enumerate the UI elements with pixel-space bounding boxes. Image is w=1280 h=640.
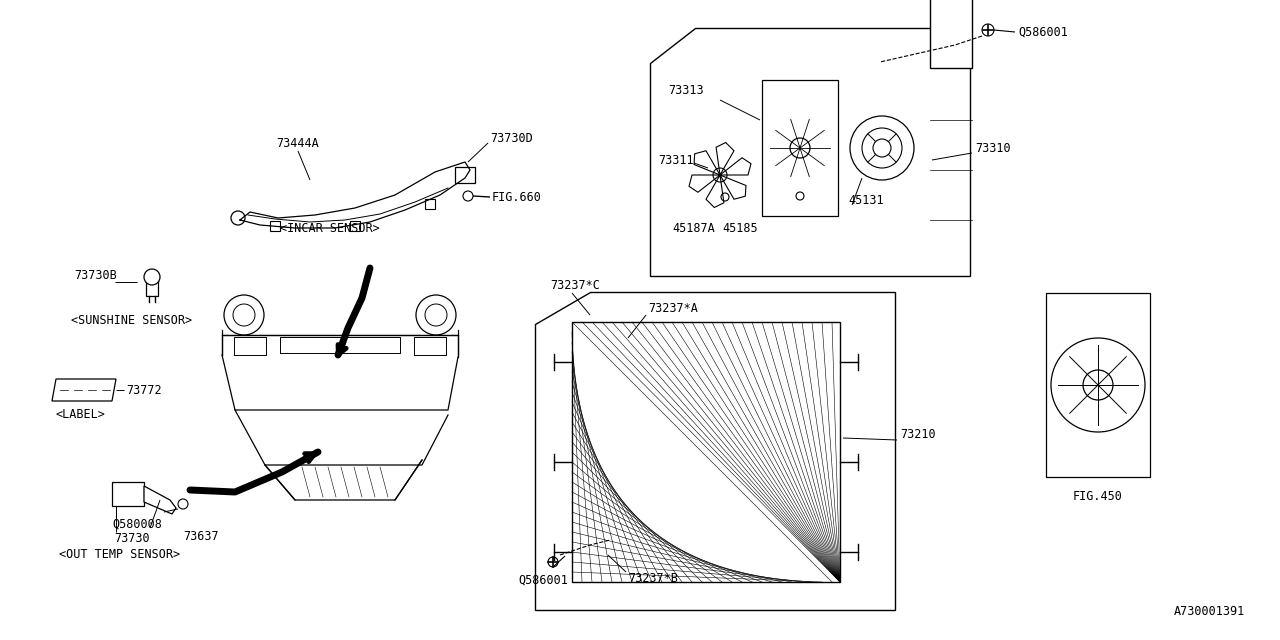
Bar — [113, 482, 145, 506]
Text: <LABEL>: <LABEL> — [55, 408, 105, 422]
Circle shape — [230, 211, 244, 225]
Text: Q580008: Q580008 — [113, 518, 161, 531]
Text: 73772: 73772 — [125, 383, 161, 397]
Bar — [572, 322, 840, 582]
Circle shape — [178, 499, 188, 509]
Bar — [454, 167, 475, 183]
Text: FIG.660: FIG.660 — [492, 191, 541, 204]
Text: FIG.450: FIG.450 — [1073, 490, 1123, 504]
Bar — [931, 0, 972, 68]
Circle shape — [1083, 370, 1114, 400]
Bar — [349, 221, 360, 231]
Text: 73313: 73313 — [668, 83, 704, 97]
Text: 73237*A: 73237*A — [648, 301, 698, 314]
Text: Q586001: Q586001 — [1018, 26, 1068, 38]
Circle shape — [873, 139, 891, 157]
Text: 45131: 45131 — [849, 193, 883, 207]
Circle shape — [850, 116, 914, 180]
Text: <INCAR SENSOR>: <INCAR SENSOR> — [280, 221, 380, 234]
Text: 45185: 45185 — [722, 221, 758, 234]
Circle shape — [463, 191, 474, 201]
Bar — [425, 199, 435, 209]
Text: 73730B: 73730B — [74, 269, 116, 282]
Bar — [146, 278, 157, 296]
Text: 73311: 73311 — [658, 154, 694, 166]
Circle shape — [982, 24, 995, 36]
Circle shape — [548, 557, 558, 567]
Text: Q586001: Q586001 — [518, 573, 568, 586]
Circle shape — [796, 192, 804, 200]
Bar — [762, 80, 838, 216]
Circle shape — [861, 128, 902, 168]
Text: <SUNSHINE SENSOR>: <SUNSHINE SENSOR> — [72, 314, 192, 326]
Bar — [270, 221, 280, 231]
Circle shape — [145, 269, 160, 285]
Polygon shape — [650, 28, 970, 276]
Text: 73730D: 73730D — [490, 131, 532, 145]
Text: <OUT TEMP SENSOR>: <OUT TEMP SENSOR> — [59, 547, 180, 561]
Circle shape — [713, 168, 727, 182]
Polygon shape — [535, 292, 895, 610]
Text: 45187A: 45187A — [672, 221, 714, 234]
Text: 73310: 73310 — [975, 141, 1011, 154]
Bar — [1046, 293, 1149, 477]
Text: 73237*B: 73237*B — [628, 572, 678, 584]
Text: 73730: 73730 — [114, 531, 150, 545]
Text: A730001391: A730001391 — [1174, 605, 1245, 618]
Text: 73237*C: 73237*C — [550, 278, 600, 291]
Text: 73444A: 73444A — [276, 136, 320, 150]
Text: 73210: 73210 — [900, 429, 936, 442]
Circle shape — [790, 138, 810, 158]
Polygon shape — [52, 379, 116, 401]
Text: 73637: 73637 — [183, 531, 219, 543]
Circle shape — [721, 193, 730, 201]
Polygon shape — [145, 486, 177, 514]
